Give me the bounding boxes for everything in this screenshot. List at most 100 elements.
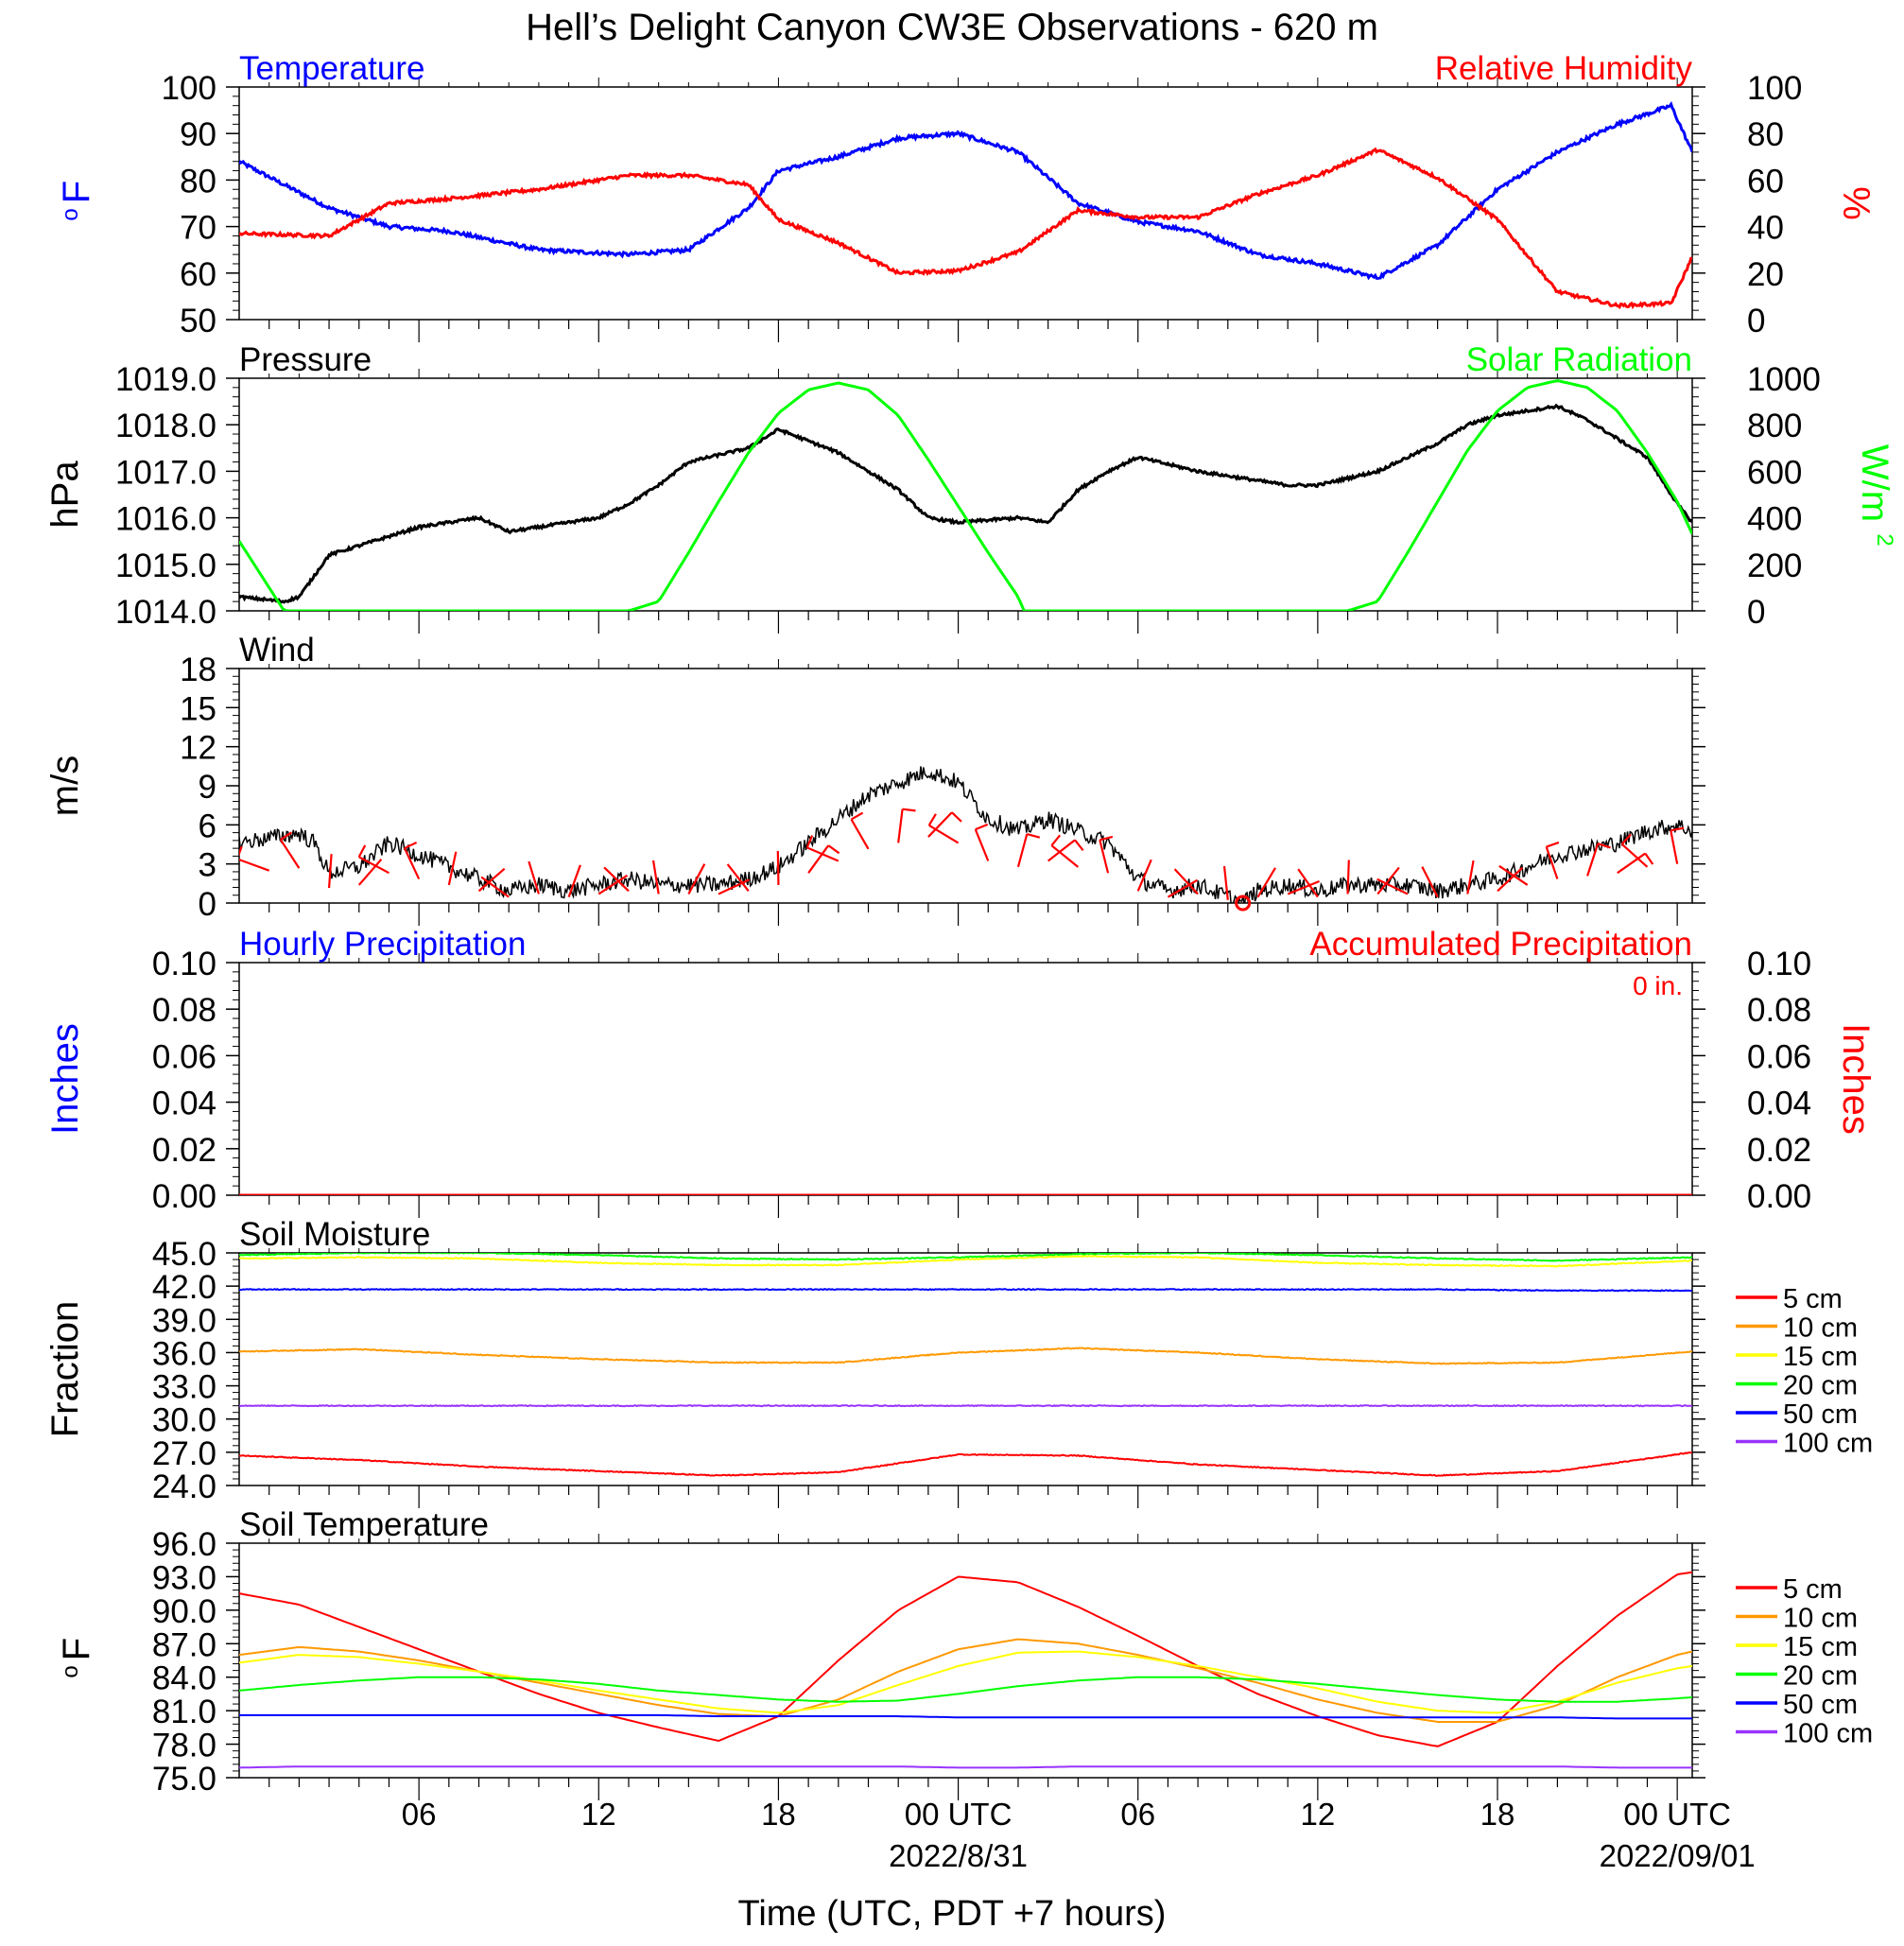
y-left-tick-label: 15 [180, 690, 216, 727]
superscript-2: 2 [1872, 533, 1897, 546]
y-right-tick-label: 0.02 [1747, 1132, 1811, 1169]
wind-barb-flag [404, 842, 418, 849]
y-left-tick-label: 90.0 [152, 1593, 216, 1630]
y-left-tick-label: 39.0 [152, 1302, 216, 1339]
x-date-label: 2022/8/31 [889, 1838, 1028, 1873]
wind-barb-flag [357, 844, 367, 858]
wind-barb [927, 811, 953, 838]
chart-title: Hell’s Delight Canyon CW3E Observations … [526, 7, 1378, 48]
panel-title-right: Accumulated Precipitation [1309, 926, 1692, 963]
wind-barb [1167, 878, 1199, 898]
y-left-tick-label: 9 [199, 769, 216, 806]
x-tick-label: 18 [761, 1797, 796, 1832]
wind-barb [1620, 843, 1649, 868]
wind-barb-flag [1644, 852, 1654, 865]
y-left-tick-label: 75.0 [152, 1761, 216, 1798]
calm-wind-marker [1235, 895, 1252, 912]
wind-barb-flag [1620, 833, 1632, 845]
panel-title-left: Soil Moisture [239, 1216, 430, 1253]
y-right-tick-label: 20 [1747, 256, 1784, 293]
legend-label: 20 cm [1783, 1371, 1858, 1401]
series-line-temperature-0 [239, 100, 1692, 281]
series-line-relative-humidity-1 [239, 147, 1692, 310]
series-line-pressure-0 [239, 403, 1692, 604]
y-left-tick-label: 81.0 [152, 1694, 216, 1730]
wind-barb [1016, 833, 1029, 868]
y-left-tick-label: 0.00 [152, 1178, 216, 1215]
wind-barb-flag [827, 844, 840, 855]
y-left-tick-label: 45.0 [152, 1236, 216, 1273]
series-group [239, 100, 1692, 310]
wind-barb-flag [975, 823, 989, 831]
wind-barb [776, 850, 780, 885]
y-right-label: Inches [1835, 1023, 1877, 1135]
wind-barb [687, 863, 706, 895]
wind-barb [239, 858, 270, 872]
y-right-tick-label: 0.00 [1747, 1178, 1811, 1215]
wind-barb [357, 859, 383, 886]
legend-label: 5 cm [1783, 1284, 1843, 1314]
wind-barb [807, 844, 830, 874]
x-date-label: 2022/09/01 [1600, 1838, 1756, 1873]
y-left-tick-label: 78.0 [152, 1728, 216, 1764]
wind-barb [1099, 840, 1110, 874]
wind-barb [567, 864, 581, 898]
y-left-tick-label: 0.04 [152, 1086, 216, 1122]
series-line-5-cm-0 [239, 1451, 1692, 1477]
y-right-label: W/m 2 [1854, 444, 1897, 547]
y-right-label-text: W/m [1854, 444, 1895, 522]
panel-title-left: Pressure [239, 341, 372, 378]
wind-barb [477, 867, 506, 893]
series-line-wind-0 [239, 766, 1692, 903]
legend-label: 50 cm [1783, 1690, 1858, 1720]
wind-barb [718, 878, 751, 895]
panel-6: 75.078.081.084.087.090.093.096.0 Soil Tem… [56, 1506, 1873, 1800]
y-left-tick-label: 0 [199, 886, 216, 923]
wind-barb-flag [1050, 834, 1062, 846]
y-left-tick-label: 0.10 [152, 946, 216, 982]
wind-barb [1050, 844, 1080, 868]
y-left-label: hPa [44, 460, 86, 529]
y-left-tick-label: 3 [199, 847, 216, 884]
wind-barb-flag [927, 813, 937, 826]
plot-frame [238, 1542, 1693, 1779]
y-left-tick-label: 24.0 [152, 1468, 216, 1505]
y-left-tick-label: 87.0 [152, 1626, 216, 1663]
wind-barb [597, 874, 629, 895]
y-left-tick-label: 1018.0 [115, 408, 216, 444]
legend-label: 15 cm [1783, 1632, 1858, 1662]
wind-barb [1497, 866, 1524, 893]
wind-barb-flag [1026, 833, 1041, 839]
panel-2: 1014.0 1015.0 1016.0 1017.0 1018.0 1019.0 0 200… [44, 341, 1897, 634]
y-right-tick-label: 0 [1747, 594, 1765, 631]
y-right-tick-label: 0.06 [1747, 1038, 1811, 1075]
y-left-tick-label: 0.02 [152, 1132, 216, 1169]
wind-barb [1670, 830, 1679, 864]
legend-label: 10 cm [1783, 1313, 1858, 1344]
y-left-tick-label: 1016.0 [115, 501, 216, 538]
series-line-50-cm-4 [239, 1713, 1692, 1720]
y-right-tick-label: 0.10 [1747, 946, 1811, 982]
y-left-tick-label: 100 [162, 70, 216, 107]
panel-4: 0.00 0.02 0.04 0.06 0.08 0.10 0.00 0.02 0.04 0.06… [44, 926, 1877, 1218]
wind-barb [403, 847, 421, 880]
y-left-tick-label: 60 [180, 256, 216, 293]
y-right-tick-label: 0.04 [1747, 1086, 1811, 1122]
wind-barb [1545, 846, 1559, 879]
y-right-tick-label: 0.08 [1747, 992, 1811, 1029]
y-left-tick-label: 6 [199, 808, 216, 844]
wind-barb [1047, 839, 1076, 862]
series-line-solar-radiation-1 [239, 379, 1692, 611]
panel-title-left: Soil Temperature [239, 1506, 489, 1543]
series-line-10-cm-1 [239, 1347, 1692, 1365]
wind-barb [480, 876, 510, 898]
x-tick-label: 18 [1480, 1797, 1515, 1832]
x-axis-label: Time (UTC, PDT +7 hours) [738, 1894, 1167, 1934]
y-left-tick-label: 96.0 [152, 1526, 216, 1563]
wind-barb [1173, 868, 1199, 895]
wind-barb [806, 846, 839, 862]
y-left-tick-label: 30.0 [152, 1402, 216, 1439]
